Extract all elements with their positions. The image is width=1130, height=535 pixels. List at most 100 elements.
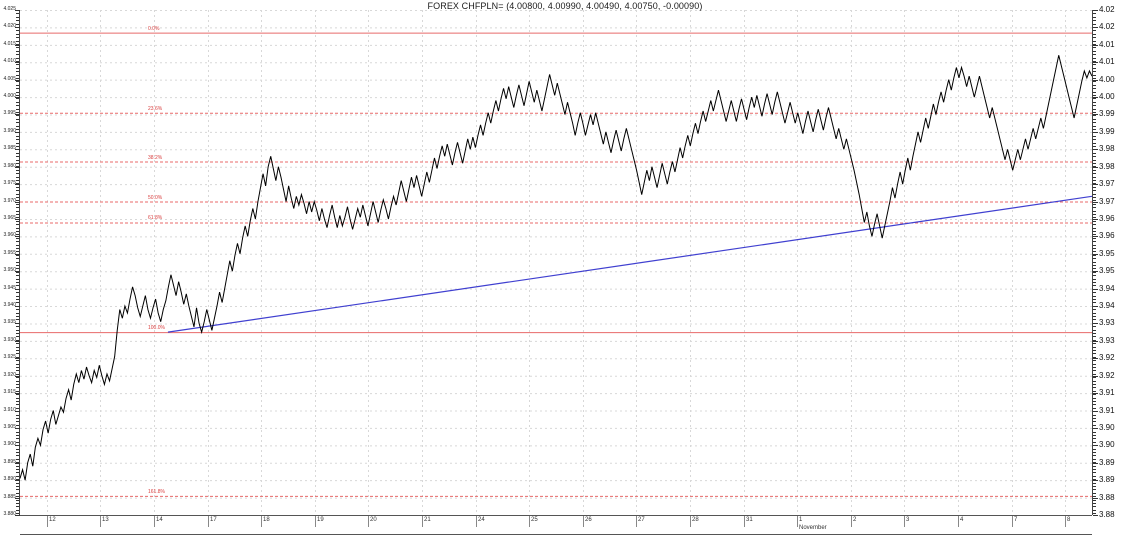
left-axis-minor-tick: [16, 173, 19, 174]
left-axis-minor-tick: [16, 24, 19, 25]
left-axis-minor-tick: [16, 245, 19, 246]
right-axis-minor-tick: [1093, 92, 1096, 93]
time-axis-label: 26: [585, 517, 592, 523]
right-axis-minor-tick: [1093, 347, 1096, 348]
right-axis-tick-label: 3.92: [1099, 353, 1115, 363]
right-axis-minor-tick: [1093, 183, 1096, 184]
left-axis-tick-label: 3.965: [3, 214, 16, 221]
gridlines: [20, 10, 1092, 499]
time-axis-label: 27: [638, 517, 645, 523]
time-axis-label: 19: [317, 517, 324, 523]
right-axis-minor-tick: [1093, 139, 1096, 140]
right-axis-minor-tick: [1093, 479, 1096, 480]
time-axis-label: 18: [263, 517, 270, 523]
time-axis-label: 2: [853, 517, 857, 523]
left-axis-minor-tick: [16, 279, 19, 280]
right-axis-minor-tick: [1093, 245, 1096, 246]
right-axis-minor-tick: [1093, 190, 1096, 191]
left-axis-minor-tick: [16, 221, 19, 222]
left-axis-tick: [15, 218, 20, 220]
left-axis-minor-tick: [16, 156, 19, 157]
left-axis-minor-tick: [16, 336, 19, 337]
right-axis-minor-tick: [1093, 326, 1096, 327]
time-axis[interactable]: 12 13 14 17 18 19 20 21 24 25 26 27 28 31 1 November 2 3 4…: [20, 515, 1092, 535]
left-axis-minor-tick: [16, 411, 19, 412]
right-axis-minor-tick: [1093, 360, 1096, 361]
right-axis-minor-tick: [1093, 224, 1096, 225]
fib-1618-label: 161.8%: [148, 488, 165, 495]
left-axis-tick: [15, 44, 20, 46]
left-axis-minor-tick: [16, 353, 19, 354]
left-axis-tick-label: 3.970: [3, 197, 16, 204]
left-axis-tick-label: 3.935: [3, 319, 16, 326]
right-axis-minor-tick: [1093, 34, 1096, 35]
right-axis-minor-tick: [1093, 217, 1096, 218]
right-axis-minor-tick: [1093, 421, 1096, 422]
time-axis-tick: [851, 516, 852, 527]
left-axis-minor-tick: [16, 92, 19, 93]
left-axis-minor-tick: [16, 360, 19, 361]
left-axis-tick-label: 4.025: [3, 6, 16, 12]
fib-382-label: 38.2%: [148, 154, 163, 161]
left-axis-minor-tick: [16, 81, 19, 82]
right-axis-tick: [1093, 480, 1098, 482]
left-axis-rule: [19, 10, 20, 515]
right-axis-minor-tick: [1093, 132, 1096, 133]
left-axis-minor-tick: [16, 272, 19, 273]
left-axis-minor-tick: [16, 44, 19, 45]
right-axis-tick-label: 3.89: [1099, 475, 1115, 485]
fib-1000-label: 100.0%: [148, 325, 165, 332]
right-axis-tick: [1093, 358, 1098, 360]
time-axis-tick: [208, 516, 209, 527]
time-axis-tick: [261, 516, 262, 527]
left-axis-minor-tick: [16, 64, 19, 65]
left-axis-minor-tick: [16, 408, 19, 409]
left-axis-minor-tick: [16, 394, 19, 395]
left-axis-tick: [15, 515, 20, 516]
time-axis-label: 17: [210, 517, 217, 523]
right-axis-minor-tick: [1093, 459, 1096, 460]
right-axis-tick: [1093, 166, 1098, 168]
right-axis-minor-tick: [1093, 350, 1096, 351]
left-axis-minor-tick: [16, 377, 19, 378]
plot-area[interactable]: 0.0% 23.6% 38.2% 50.0% 61.8% 100.0% 161.8%: [20, 10, 1092, 515]
time-axis-label: 8: [1067, 517, 1071, 523]
left-axis-minor-tick: [16, 442, 19, 443]
time-axis-label: 12: [49, 517, 56, 523]
right-axis-tick-label: 3.99: [1099, 109, 1115, 119]
left-axis-tick: [15, 375, 20, 377]
left-axis-tick-label: 3.905: [3, 423, 16, 430]
left-axis-minor-tick: [16, 510, 19, 511]
right-axis-minor-tick: [1093, 47, 1096, 48]
right-axis-minor-tick: [1093, 30, 1096, 31]
left-axis-tick-label: 3.900: [3, 441, 16, 448]
left-axis-minor-tick: [16, 102, 19, 103]
time-axis-label: 20: [370, 517, 377, 523]
right-axis-minor-tick: [1093, 323, 1096, 324]
left-axis-minor-tick: [16, 350, 19, 351]
left-axis-tick-label: 3.920: [3, 371, 16, 378]
right-axis-minor-tick: [1093, 129, 1096, 130]
right-axis-minor-tick: [1093, 95, 1096, 96]
right-axis-minor-tick: [1093, 136, 1096, 137]
left-axis-minor-tick: [16, 71, 19, 72]
left-axis-minor-tick: [16, 265, 19, 266]
right-axis-tick: [1093, 340, 1098, 342]
left-axis-tick: [15, 79, 20, 81]
right-axis-minor-tick: [1093, 241, 1096, 242]
left-axis-tick-label: 3.995: [3, 110, 16, 117]
left-axis-tick: [15, 201, 20, 203]
right-axis-minor-tick: [1093, 160, 1096, 161]
right-axis-minor-tick: [1093, 85, 1096, 86]
right-axis-minor-tick: [1093, 476, 1096, 477]
right-axis-minor-tick: [1093, 81, 1096, 82]
right-axis-minor-tick: [1093, 272, 1096, 273]
right-axis-minor-tick: [1093, 428, 1096, 429]
left-axis-minor-tick: [16, 160, 19, 161]
left-axis-minor-tick: [16, 384, 19, 385]
fib-236-label: 23.6%: [148, 105, 163, 112]
right-axis-minor-tick: [1093, 153, 1096, 154]
right-axis-minor-tick: [1093, 41, 1096, 42]
right-axis-minor-tick: [1093, 462, 1096, 463]
left-axis-minor-tick: [16, 166, 19, 167]
